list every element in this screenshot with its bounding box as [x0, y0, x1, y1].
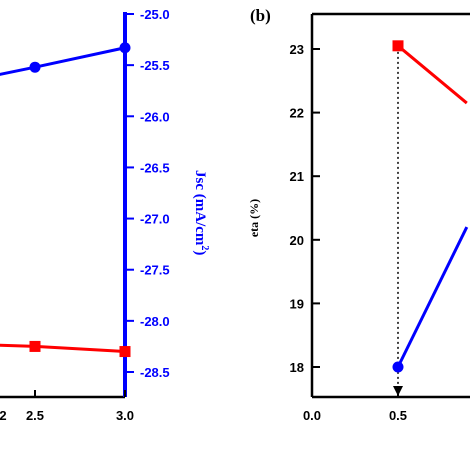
- panel-a-y-tick-label: -27.0: [140, 212, 170, 227]
- panel-a-x-tick-label-partial: 2: [0, 408, 7, 423]
- panel-b-series-0-point: [392, 40, 404, 52]
- panel-b-label: (b): [250, 6, 271, 25]
- panel-a-series-0-point: [29, 61, 41, 73]
- panel-b-series-1-point: [392, 361, 404, 373]
- panel-b-series-0-line: [397, 44, 468, 105]
- panel-a-y-tick-label: -25.5: [140, 58, 170, 73]
- panel-b-y-tick-label: 20: [290, 233, 304, 248]
- panel-a: 2.5 3.0 2 -25.0 -25.5 -26.0 -26.5 -27.0 -27.5 -2…: [0, 7, 210, 423]
- panel-b-arrow-head: [393, 386, 403, 396]
- panel-a-series-1-point: [119, 346, 131, 358]
- panel-a-series-1-point: [29, 340, 41, 352]
- panel-b-y-tick-label: 21: [290, 169, 304, 184]
- panel-a-x-tick-label: 2.5: [26, 408, 44, 423]
- panel-a-x-tick-label: 3.0: [116, 408, 134, 423]
- panel-a-right-axis-label: Jsc (mA/cm2): [192, 170, 210, 255]
- panel-b-y-tick-label: 22: [290, 106, 304, 121]
- panel-a-series-0-line: [0, 46, 126, 76]
- panel-a-y-tick-label: -26.0: [140, 109, 170, 124]
- panel-b: (b) eta (%) 0.0 0.5 18 19 20 21 22 23: [247, 6, 470, 423]
- panel-b-x-tick-label: 0.5: [389, 408, 407, 423]
- panel-a-y-tick-label: -28.5: [140, 365, 170, 380]
- panel-a-series-1-line: [0, 343, 126, 354]
- panel-b-y-tick-label: 19: [290, 296, 304, 311]
- panel-b-y-tick-label: 23: [290, 42, 304, 57]
- panel-b-x-tick-label: 0.0: [303, 408, 321, 423]
- panel-a-series-0-point: [119, 42, 131, 54]
- panel-a-y-tick-label: -27.5: [140, 263, 170, 278]
- panel-b-series-1-line: [396, 226, 469, 368]
- panel-b-y-tick-label: 18: [290, 360, 304, 375]
- panel-a-y-tick-label: -26.5: [140, 160, 170, 175]
- panel-a-y-tick-label: -25.0: [140, 7, 170, 22]
- panel-b-y-axis-label: eta (%): [247, 199, 261, 237]
- panel-a-y-tick-label: -28.0: [140, 314, 170, 329]
